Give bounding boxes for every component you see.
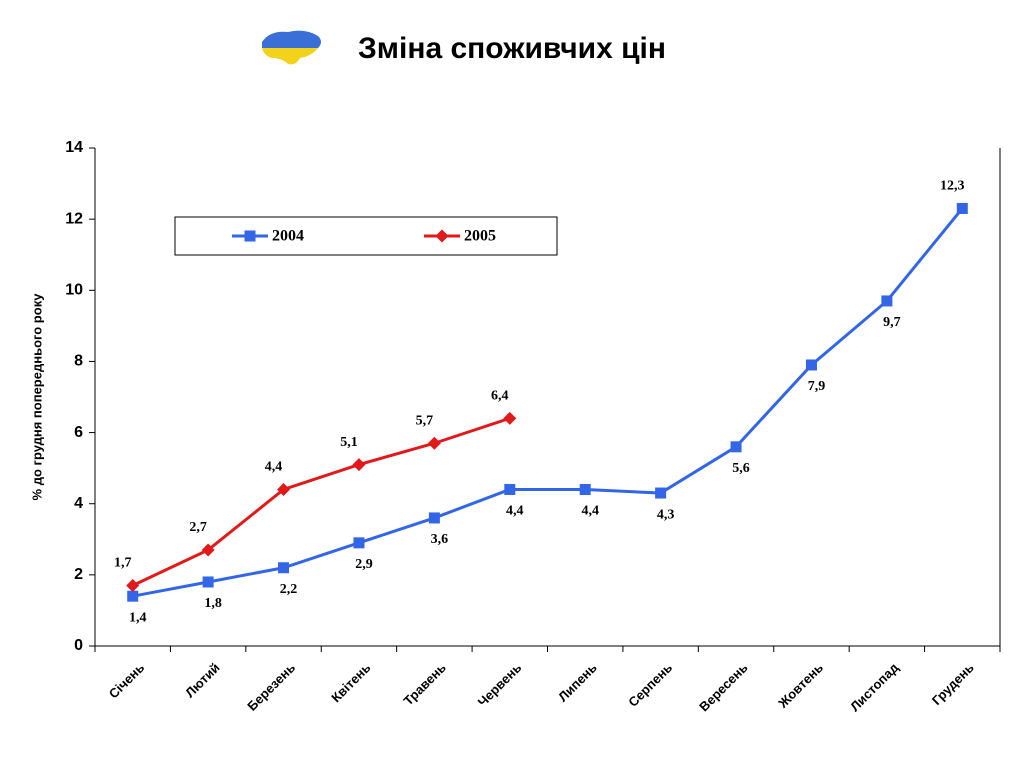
x-tick-label: Жовтень [775,660,826,711]
x-tick-label: Липень [555,660,600,705]
legend-label: 2005 [464,228,496,245]
series-line [132,207,964,598]
data-label: 1,7 [114,556,132,571]
x-tick-label: Січень [106,660,147,701]
point [353,537,365,549]
point [956,202,968,214]
data-label: 4,4 [506,504,524,519]
data-label: 2,2 [280,582,298,597]
point [427,436,441,450]
point [428,512,440,524]
x-tick-label: Лютий [182,660,222,700]
point [352,458,366,472]
x-tick-label: Грудень [929,660,977,708]
x-tick-label: Квітень [328,660,373,705]
y-axis-label: % до грудня попереднього року [29,293,44,501]
point [805,359,817,371]
x-tick-label: Серпень [625,660,675,710]
point [730,441,742,453]
legend-marker [244,230,256,242]
legend-marker [435,229,449,243]
data-label: 2,7 [189,520,207,535]
point [881,295,893,307]
point [202,576,214,588]
data-label: 1,8 [204,596,222,611]
data-label: 4,4 [265,460,283,475]
data-label: 12,3 [940,179,965,194]
y-tick-label: 2 [74,566,83,583]
point [277,482,291,496]
point [579,483,591,495]
y-tick-label: 14 [65,139,83,156]
x-tick-label: Червень [475,660,525,710]
point [655,487,667,499]
series-line [132,416,511,587]
y-tick-label: 8 [74,353,83,370]
x-tick-label: Вересень [696,660,750,714]
point [201,543,215,557]
point [127,590,139,602]
data-label: 1,4 [129,610,147,625]
point [278,562,290,574]
data-label: 5,1 [340,435,358,450]
x-tick-label: Травень [400,660,448,708]
y-tick-label: 10 [65,282,83,299]
data-label: 9,7 [883,315,901,330]
legend-label: 2004 [272,228,304,245]
x-tick-label: Березень [244,660,298,714]
data-label: 7,9 [808,379,826,394]
data-label: 5,7 [416,413,434,428]
y-tick-label: 4 [74,495,83,512]
data-label: 5,6 [732,461,750,476]
y-tick-label: 6 [74,424,83,441]
point [503,411,517,425]
chart-title: Зміна споживчих цін [358,32,666,65]
data-label: 6,4 [491,389,509,404]
y-tick-label: 12 [65,210,83,227]
map-icon [262,30,321,65]
point [126,579,140,593]
data-label: 4,4 [581,504,599,519]
x-tick-label: Листопад [847,659,902,714]
y-tick-label: 0 [74,637,83,654]
point [504,483,516,495]
data-label: 2,9 [355,557,373,572]
data-label: 3,6 [431,532,449,547]
data-label: 4,3 [657,507,675,522]
